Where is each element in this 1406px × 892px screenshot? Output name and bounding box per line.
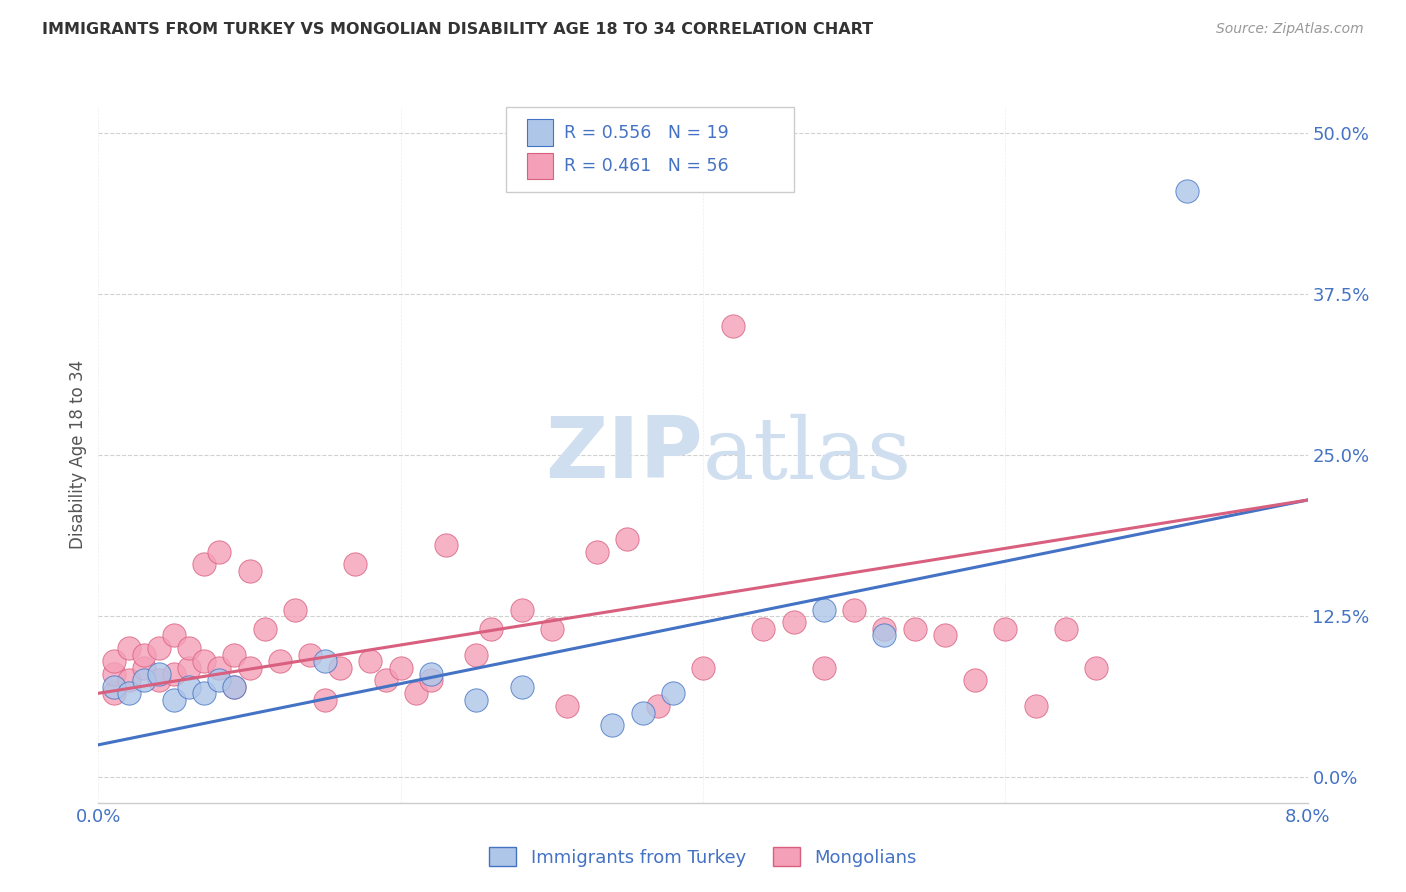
Point (602, 718, 624, 732)
Point (253, 622, 276, 636)
Point (118, 686, 141, 700)
Point (661, 686, 683, 700)
Y-axis label: Disability Age 18 to 34: Disability Age 18 to 34 (69, 360, 87, 549)
Text: IMMIGRANTS FROM TURKEY VS MONGOLIAN DISABILITY AGE 18 TO 34 CORRELATION CHART: IMMIGRANTS FROM TURKEY VS MONGOLIAN DISA… (42, 22, 873, 37)
Point (752, 622, 775, 636)
Point (179, 660, 201, 674)
Point (239, 564, 262, 578)
Point (359, 654, 381, 668)
Point (692, 660, 714, 674)
Point (903, 622, 925, 636)
Point (208, 673, 231, 688)
Point (163, 692, 186, 706)
Point (1175, 184, 1198, 198)
Point (419, 673, 441, 688)
Point (374, 673, 396, 688)
Point (647, 699, 669, 714)
Text: Source: ZipAtlas.com: Source: ZipAtlas.com (1216, 22, 1364, 37)
Point (1054, 622, 1077, 636)
Point (419, 667, 441, 681)
Point (813, 602, 835, 616)
Point (103, 680, 125, 694)
Point (132, 660, 155, 674)
Point (479, 622, 503, 636)
Point (103, 667, 125, 681)
Point (510, 602, 533, 616)
Point (510, 680, 533, 694)
Point (193, 686, 215, 700)
Point (405, 686, 427, 700)
Point (389, 660, 412, 674)
Point (873, 622, 896, 636)
Point (616, 532, 638, 546)
Point (329, 660, 352, 674)
Point (224, 680, 246, 694)
Text: atlas: atlas (703, 413, 912, 497)
Point (813, 660, 835, 674)
Point (103, 654, 125, 668)
Point (631, 706, 654, 720)
Point (132, 648, 155, 662)
Point (148, 673, 170, 688)
Point (965, 673, 987, 688)
Point (540, 622, 562, 636)
Point (723, 319, 745, 334)
Point (193, 654, 215, 668)
Point (934, 628, 956, 642)
Point (586, 544, 609, 558)
Point (208, 660, 231, 674)
Point (873, 628, 896, 642)
Point (179, 680, 201, 694)
Point (269, 654, 291, 668)
Point (1085, 660, 1108, 674)
Point (434, 538, 457, 552)
Point (118, 673, 141, 688)
Point (224, 648, 246, 662)
Point (239, 660, 262, 674)
Point (208, 544, 231, 558)
Point (844, 602, 866, 616)
Point (555, 699, 578, 714)
Point (782, 615, 804, 630)
Legend: Immigrants from Turkey, Mongolians: Immigrants from Turkey, Mongolians (482, 840, 924, 874)
Point (314, 654, 336, 668)
Point (132, 673, 155, 688)
Point (1024, 699, 1046, 714)
Point (179, 641, 201, 656)
Point (103, 686, 125, 700)
Text: R = 0.556   N = 19: R = 0.556 N = 19 (564, 124, 728, 142)
Point (299, 648, 322, 662)
Point (148, 667, 170, 681)
Point (284, 602, 307, 616)
Point (994, 622, 1017, 636)
Text: R = 0.461   N = 56: R = 0.461 N = 56 (564, 157, 728, 175)
Point (224, 680, 246, 694)
Point (163, 667, 186, 681)
Point (465, 648, 488, 662)
Point (344, 558, 367, 572)
Point (314, 692, 336, 706)
Point (163, 628, 186, 642)
Text: ZIP: ZIP (546, 413, 703, 497)
Point (148, 641, 170, 656)
Point (465, 692, 488, 706)
Point (118, 641, 141, 656)
Point (193, 558, 215, 572)
